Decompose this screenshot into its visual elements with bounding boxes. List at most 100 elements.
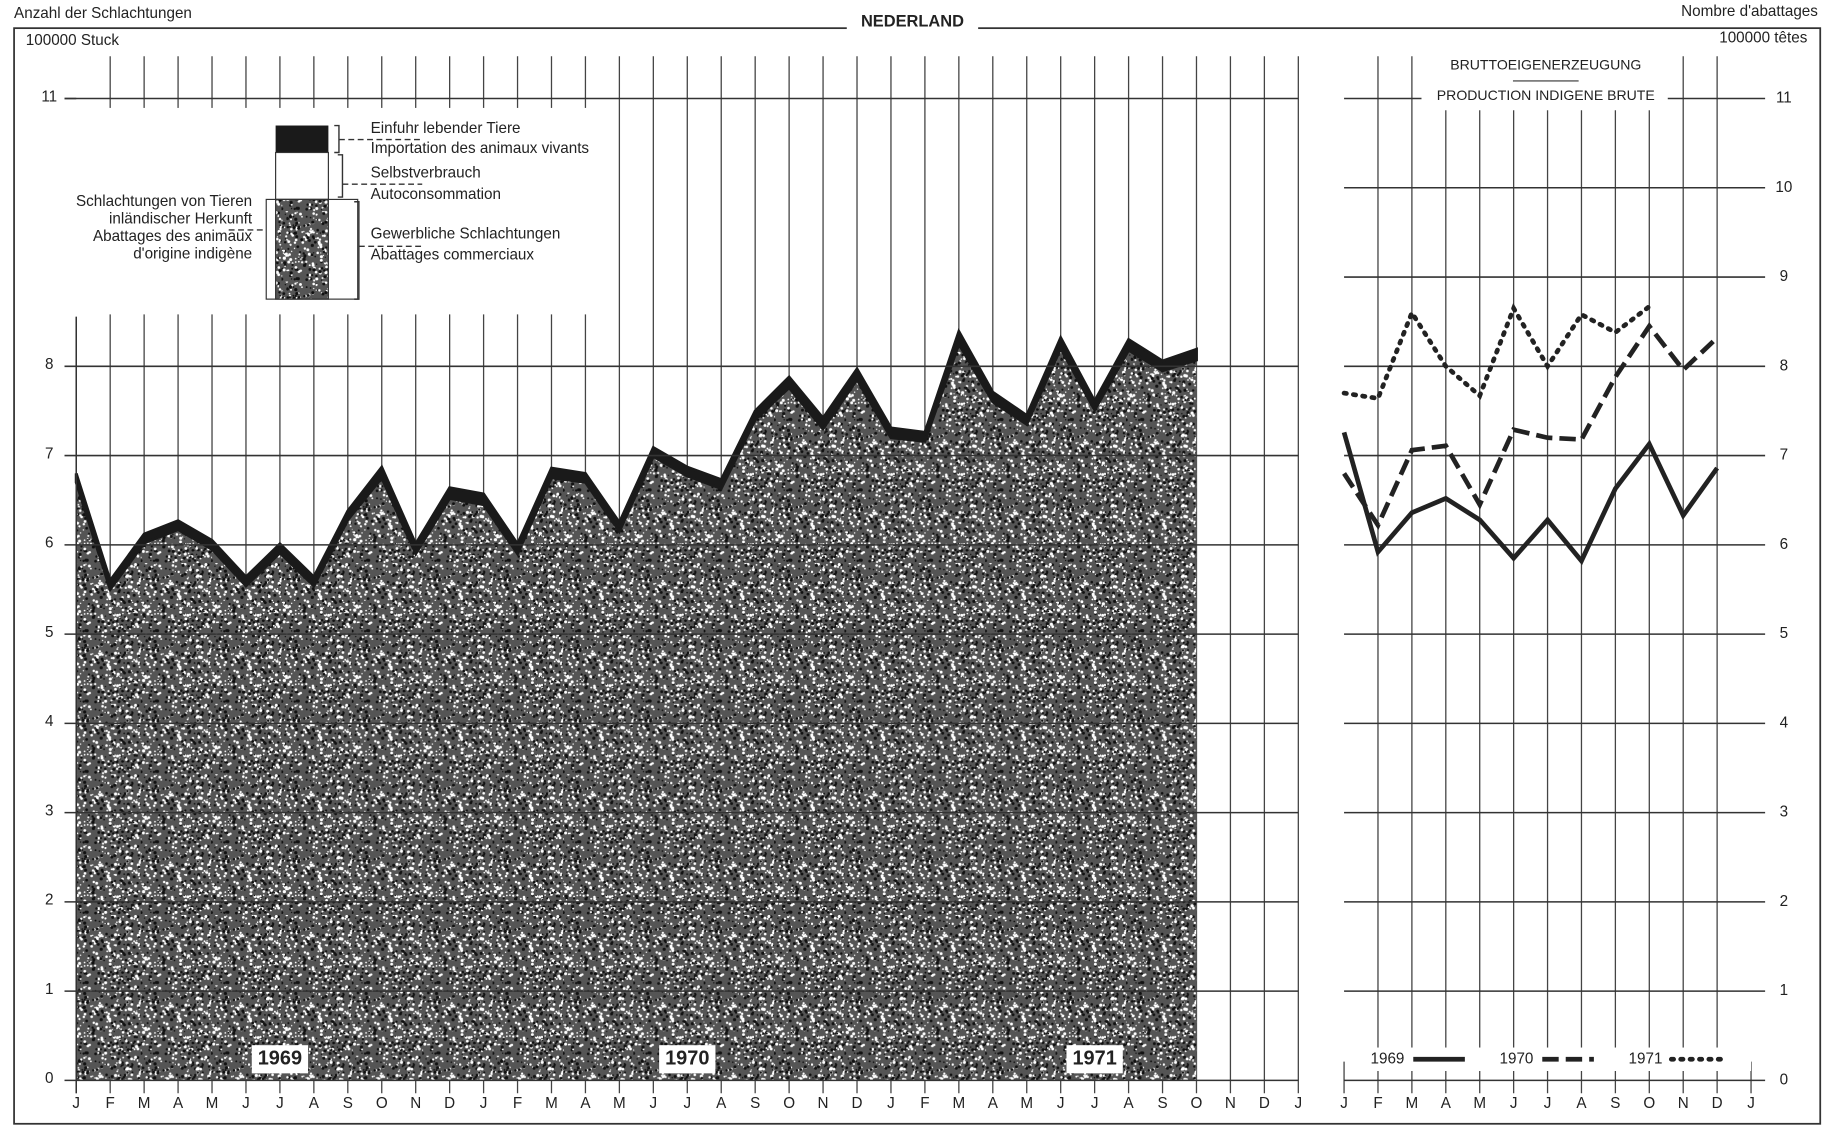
x-tick-label: O (376, 1095, 388, 1112)
y2-tick-label: 4 (1780, 714, 1789, 731)
x-tick-label: N (1678, 1095, 1689, 1112)
year-label: 1970 (665, 1048, 709, 1070)
x-tick-label: J (683, 1095, 691, 1112)
x-tick-label: M (206, 1095, 219, 1112)
x-tick-label: N (818, 1095, 829, 1112)
y-unit: 100000 Stuck (26, 32, 120, 49)
x-tick-label: A (988, 1095, 999, 1112)
legend-label: Selbstverbrauch (371, 165, 481, 182)
y-tick-label: 5 (45, 624, 53, 641)
y-tick-label: 7 (45, 445, 53, 462)
x-tick-label: S (750, 1095, 760, 1112)
y2-tick-label: 10 (1775, 179, 1792, 196)
legend-label: Gewerbliche Schlachtungen (371, 226, 561, 243)
legend-label: Autoconsommation (371, 186, 501, 203)
legend-group-label: inländischer Herkunft (109, 210, 253, 227)
header-right: Nombre d'abattages (1681, 3, 1818, 20)
legend-group-label: d'origine indigène (133, 246, 252, 263)
x-tick-label: A (1441, 1095, 1452, 1112)
x-tick-label: M (613, 1095, 626, 1112)
x-tick-label: J (480, 1095, 488, 1112)
x-tick-label: N (1225, 1095, 1236, 1112)
y-tick-label: 4 (45, 713, 54, 730)
y2-tick-label: 1 (1780, 982, 1788, 999)
x-tick-label: A (1124, 1095, 1135, 1112)
year-label-bg (659, 1045, 716, 1074)
x-tick-label: J (1295, 1095, 1303, 1112)
legend-label: 1971 (1629, 1050, 1663, 1067)
y2-tick-label: 5 (1780, 625, 1788, 642)
x-tick-label: O (783, 1095, 795, 1112)
y2-tick-label: 9 (1780, 268, 1788, 285)
legend-label: Abattages commerciaux (371, 247, 535, 264)
x-tick-label: J (650, 1095, 658, 1112)
x-tick-label: D (1259, 1095, 1270, 1112)
y2-unit: 100000 têtes (1719, 30, 1807, 47)
legend-self (275, 151, 329, 201)
x-tick-label: S (343, 1095, 353, 1112)
x-tick-label: O (1643, 1095, 1655, 1112)
x-tick-label: M (953, 1095, 966, 1112)
x-tick-label: A (716, 1095, 727, 1112)
x-tick-label: J (1510, 1095, 1518, 1112)
x-tick-label: D (852, 1095, 863, 1112)
x-tick-label: J (276, 1095, 284, 1112)
group-bracket (265, 198, 359, 300)
area-import (74, 327, 1198, 593)
x-tick-label: J (1091, 1095, 1099, 1112)
legend-group-label: Abattages des animaux (93, 228, 253, 245)
y2-tick-label: 3 (1780, 804, 1788, 821)
legend-label: 1969 (1371, 1050, 1405, 1067)
y2-tick-label: 2 (1780, 893, 1788, 910)
x-tick-label: M (1406, 1095, 1419, 1112)
legend-label: Einfuhr lebender Tiere (371, 120, 521, 137)
x-tick-label: J (1057, 1095, 1065, 1112)
bracket (337, 154, 344, 198)
x-tick-label: A (1576, 1095, 1587, 1112)
line-series (1341, 431, 1720, 566)
x-tick-label: A (173, 1095, 184, 1112)
legend-import (275, 125, 329, 153)
x-tick-label: S (1157, 1095, 1167, 1112)
x-tick-label: J (242, 1095, 250, 1112)
y-tick-label: 3 (45, 802, 53, 819)
x-tick-label: J (1340, 1095, 1348, 1112)
x-tick-label: J (1747, 1095, 1755, 1112)
x-tick-label: M (1020, 1095, 1033, 1112)
legend-label: 1970 (1500, 1050, 1534, 1067)
year-label: 1971 (1072, 1048, 1116, 1070)
x-tick-label: D (1712, 1095, 1723, 1112)
y2-tick-label: 6 (1780, 536, 1788, 553)
y-tick-label: 0 (45, 1070, 53, 1087)
year-label: 1969 (258, 1048, 302, 1070)
x-tick-label: A (580, 1095, 591, 1112)
line-series (1342, 322, 1719, 531)
year-label-bg (1066, 1045, 1123, 1074)
y-tick-label: 6 (45, 535, 53, 552)
x-tick-label: J (887, 1095, 895, 1112)
x-tick-label: J (72, 1095, 80, 1112)
y-tick-label: 2 (45, 892, 53, 909)
year-label-bg (251, 1045, 309, 1074)
y2-tick-label: 7 (1780, 447, 1788, 464)
x-tick-label: M (1473, 1095, 1486, 1112)
y-tick-label: 8 (45, 356, 53, 373)
title-bg (1421, 49, 1668, 111)
line-series (1341, 302, 1652, 402)
panel-title: BRUTTOEIGENERZEUGUNG (1450, 56, 1641, 72)
x-tick-label: D (444, 1095, 455, 1112)
y2-tick-label: 11 (1776, 90, 1792, 107)
y2-tick-label: 8 (1780, 357, 1788, 374)
x-tick-label: A (309, 1095, 320, 1112)
y-tick-label: 1 (45, 981, 53, 998)
legend-bg (1622, 1047, 1752, 1072)
x-tick-label: F (513, 1095, 522, 1112)
panel-subtitle: PRODUCTION INDIGENE BRUTE (1437, 87, 1655, 103)
x-tick-label: F (920, 1095, 929, 1112)
legend-commercial (275, 198, 329, 300)
x-tick-label: F (106, 1095, 115, 1112)
x-tick-label: F (1373, 1095, 1382, 1112)
x-tick-label: M (138, 1095, 151, 1112)
